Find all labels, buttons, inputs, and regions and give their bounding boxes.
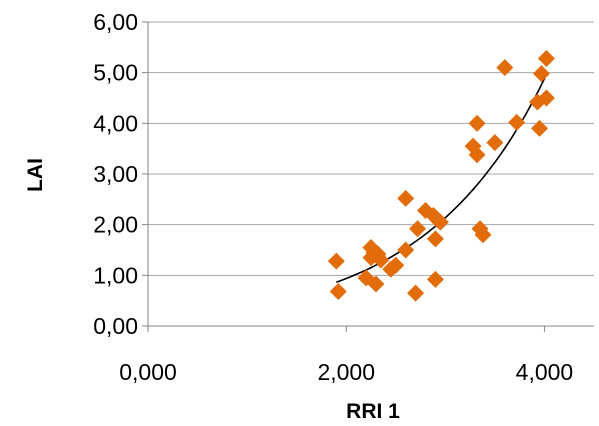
data-point-17: [426, 270, 444, 288]
y-tick-label-3: 3,00: [93, 161, 138, 187]
data-point-18: [426, 230, 444, 248]
y-tick-label-5: 5,00: [93, 60, 138, 86]
data-point-22: [468, 114, 486, 132]
data-point-32: [537, 49, 555, 67]
data-point-10: [387, 256, 405, 274]
y-tick-label-6: 6,00: [93, 9, 138, 35]
data-point-12: [397, 241, 415, 259]
y-tick-label-2: 2,00: [93, 212, 138, 238]
gridlines: [148, 21, 594, 276]
x-tick-label-2: 4,000: [516, 359, 574, 385]
y-tick-label-1: 1,00: [93, 262, 138, 288]
y-tick-labels: 0,00 1,00 2,00 3,00 4,00 5,00 6,00: [93, 9, 138, 339]
data-points: [327, 49, 555, 302]
y-axis-title: LAI: [24, 158, 47, 192]
data-point-26: [486, 134, 504, 152]
x-tick-label-1: 2,000: [317, 359, 375, 385]
y-tick-label-4: 4,00: [93, 110, 138, 136]
data-point-8: [372, 251, 390, 269]
data-point-30: [530, 119, 548, 137]
data-point-6: [367, 275, 385, 293]
data-point-13: [407, 284, 425, 302]
data-point-11: [397, 189, 415, 207]
data-point-33: [537, 89, 555, 107]
data-point-1: [329, 283, 347, 301]
data-point-14: [409, 220, 427, 238]
data-point-28: [508, 113, 526, 131]
data-point-27: [496, 59, 514, 77]
data-point-31: [532, 65, 550, 83]
data-point-7: [369, 245, 387, 263]
x-tick-labels: 0,000 2,000 4,000: [119, 359, 573, 385]
axes: [142, 21, 594, 332]
x-tick-label-0: 0,000: [119, 359, 177, 385]
y-tick-label-0: 0,00: [93, 313, 138, 339]
data-point-20: [431, 213, 449, 231]
data-point-0: [327, 252, 345, 270]
x-axis-title: RRI 1: [346, 400, 400, 423]
data-point-25: [474, 226, 492, 244]
data-point-23: [468, 146, 486, 164]
